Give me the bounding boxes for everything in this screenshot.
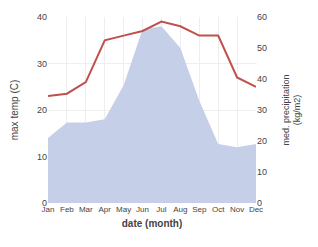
svg-text:date (month): date (month) xyxy=(122,218,183,229)
svg-text:Jan: Jan xyxy=(42,205,55,214)
svg-text:20: 20 xyxy=(257,136,267,146)
svg-text:Jun: Jun xyxy=(136,205,149,214)
svg-text:med. precipitation(kg/m2): med. precipitation(kg/m2) xyxy=(281,74,303,145)
svg-text:Jul: Jul xyxy=(156,205,166,214)
svg-text:30: 30 xyxy=(257,105,267,115)
svg-text:May: May xyxy=(116,205,131,214)
svg-text:50: 50 xyxy=(257,43,267,53)
svg-text:Mar: Mar xyxy=(79,205,93,214)
svg-text:max temp (C): max temp (C) xyxy=(9,80,20,141)
svg-text:0: 0 xyxy=(257,198,262,208)
svg-text:Aug: Aug xyxy=(173,205,187,214)
svg-text:0: 0 xyxy=(42,198,47,208)
svg-text:40: 40 xyxy=(37,12,47,22)
svg-text:Oct: Oct xyxy=(212,205,225,214)
svg-text:10: 10 xyxy=(257,167,267,177)
svg-text:10: 10 xyxy=(37,152,47,162)
svg-text:Sep: Sep xyxy=(192,205,207,214)
svg-text:Feb: Feb xyxy=(60,205,74,214)
svg-text:20: 20 xyxy=(37,105,47,115)
svg-text:40: 40 xyxy=(257,74,267,84)
svg-text:Apr: Apr xyxy=(99,205,112,214)
svg-text:Dec: Dec xyxy=(249,205,263,214)
svg-text:30: 30 xyxy=(37,59,47,69)
svg-text:Nov: Nov xyxy=(230,205,244,214)
svg-text:60: 60 xyxy=(257,12,267,22)
